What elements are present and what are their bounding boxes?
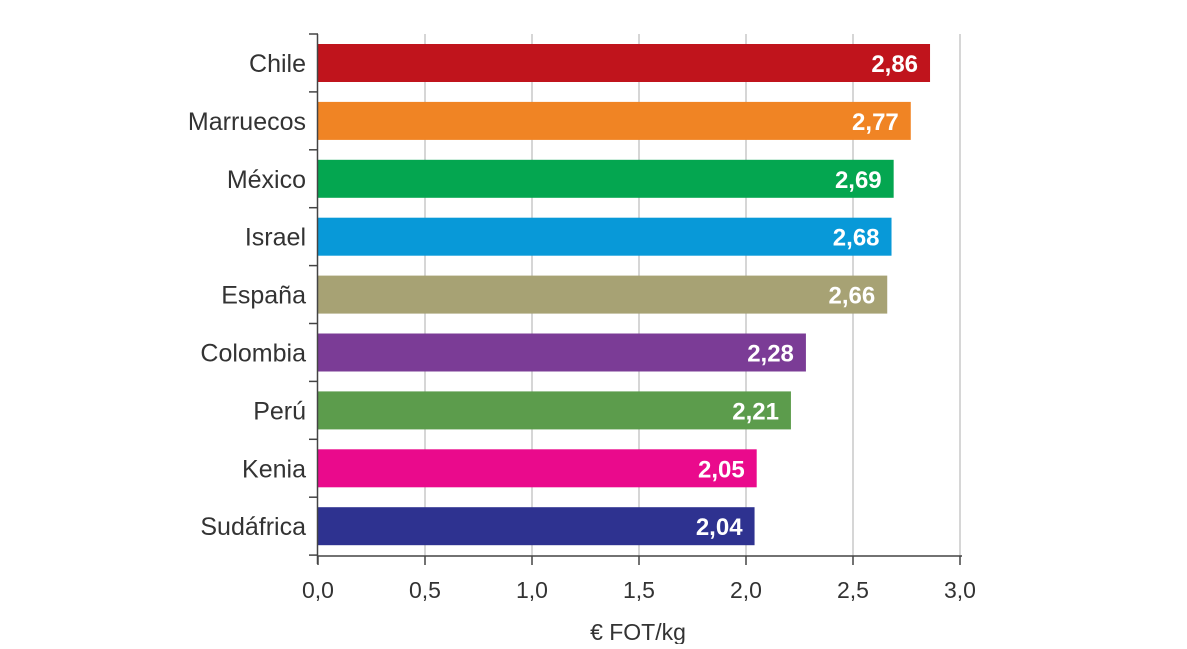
- x-tick-label: 3,0: [944, 577, 976, 603]
- labels: 0,0 0,5 1,0 1,5 2,0 2,5 3,0 Chile 2,86 Marruecos 2…: [188, 50, 976, 603]
- x-tick-label: 2,0: [730, 577, 762, 603]
- category-label: Israel: [245, 224, 306, 252]
- bar-5: [318, 333, 806, 372]
- category-label: Colombia: [200, 340, 306, 368]
- x-tick-label: 0,0: [302, 577, 334, 603]
- value-label: 2,28: [747, 341, 794, 368]
- bar-0: [318, 44, 931, 82]
- bar-2: [318, 159, 894, 198]
- x-tick-label: 0,5: [409, 577, 441, 603]
- category-label: España: [221, 282, 306, 310]
- value-label: 2,86: [871, 51, 918, 78]
- bar-3: [318, 217, 892, 256]
- category-label: Sudáfrica: [200, 513, 306, 541]
- value-label: 2,68: [833, 225, 880, 252]
- category-label: México: [227, 166, 306, 194]
- x-tick-label: 2,5: [837, 577, 869, 603]
- bar-8: [318, 507, 755, 546]
- x-tick-label: 1,0: [516, 577, 548, 603]
- bar-6: [318, 391, 791, 430]
- x-tick-label: 1,5: [623, 577, 655, 603]
- bar-1: [318, 101, 911, 140]
- category-label: Perú: [253, 397, 306, 425]
- x-axis-title: € FOT/kg: [590, 619, 686, 644]
- value-label: 2,21: [732, 398, 779, 425]
- bars: [318, 44, 931, 546]
- bar-4: [318, 275, 888, 314]
- value-label: 2,05: [698, 456, 745, 483]
- value-label: 2,69: [835, 167, 882, 194]
- bar-7: [318, 449, 757, 488]
- category-label: Kenia: [242, 455, 306, 483]
- axes: [309, 33, 962, 565]
- value-label: 2,04: [696, 514, 743, 541]
- category-label: Chile: [249, 50, 306, 78]
- value-label: 2,66: [829, 283, 876, 310]
- value-label: 2,77: [852, 109, 899, 136]
- category-label: Marruecos: [188, 108, 306, 136]
